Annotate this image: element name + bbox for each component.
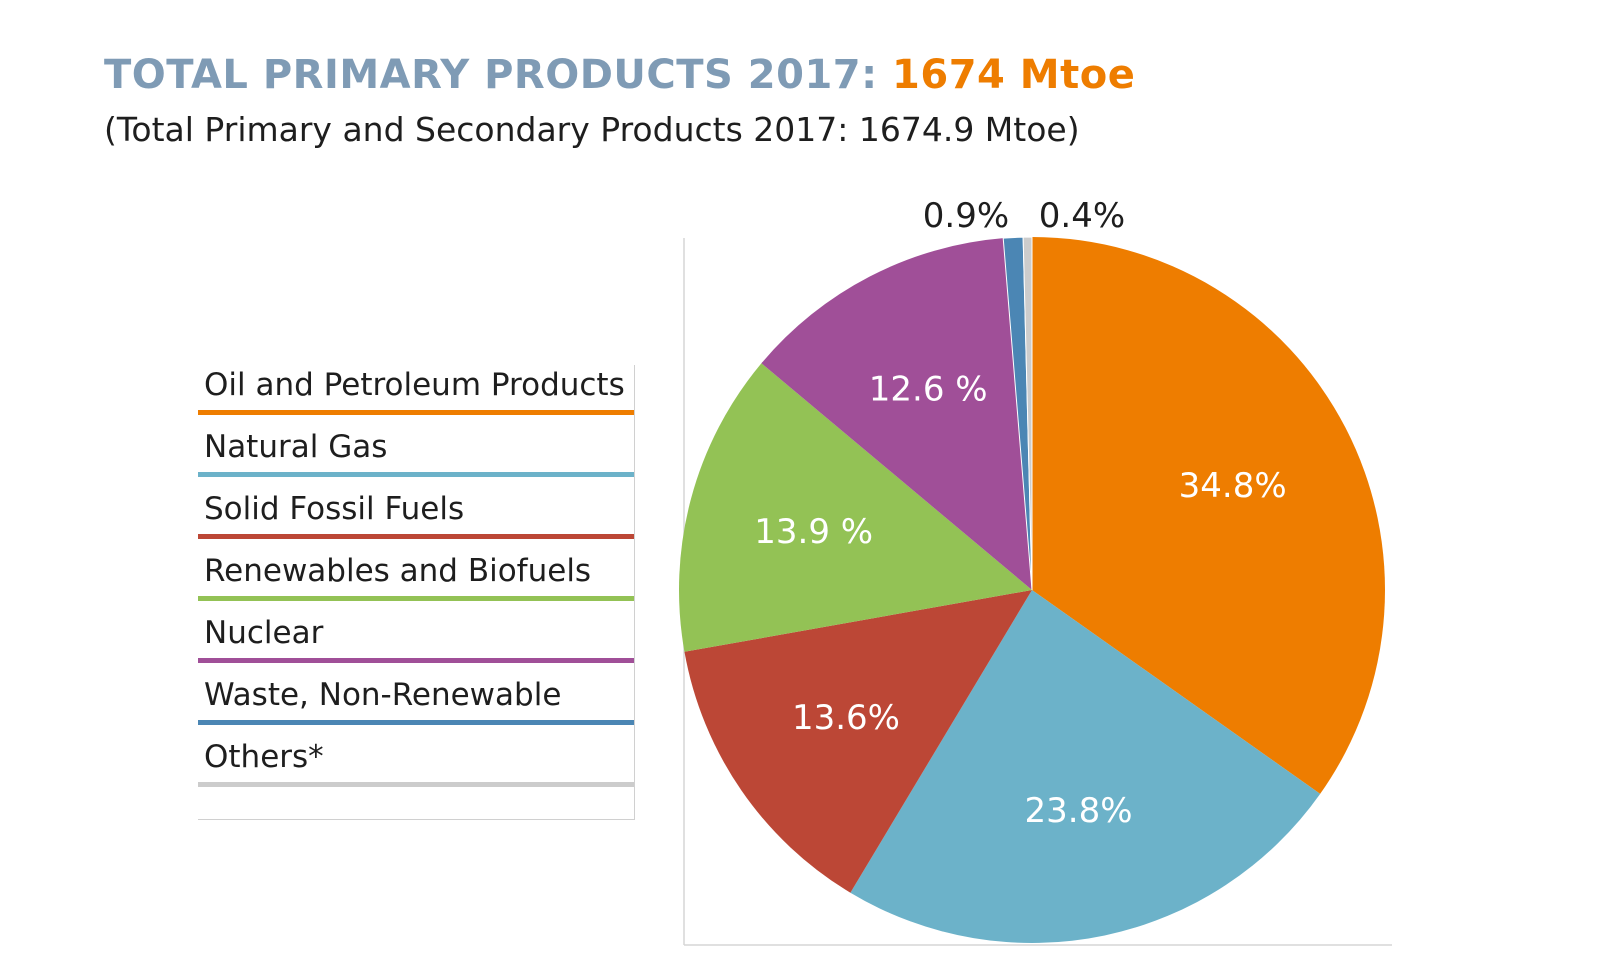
pie-slice-gas: [850, 590, 1321, 944]
legend-entry-others: Others*: [198, 737, 634, 787]
legend-swatch-gas: [198, 472, 634, 477]
legend-label-oil: Oil and Petroleum Products: [204, 367, 625, 403]
legend-entry-oil: Oil and Petroleum Products: [198, 365, 634, 415]
pie-slice-others: [1022, 236, 1033, 591]
pie-label-gas: 23.8%: [1025, 791, 1133, 831]
legend-entry-waste: Waste, Non-Renewable: [198, 675, 634, 725]
pie-label-solid: 13.6%: [792, 698, 900, 738]
legend-swatch-renewables: [198, 596, 634, 601]
pie-label-oil: 34.8%: [1179, 466, 1287, 506]
legend-label-nuclear: Nuclear: [204, 615, 324, 651]
pie-label-nuclear: 12.6 %: [869, 369, 988, 409]
pie-slice-renewables: [678, 363, 1032, 652]
pie-label-waste: 0.9%: [923, 196, 1009, 236]
chart-title: TOTAL PRIMARY PRODUCTS 2017: 1674 Mtoe: [104, 52, 1135, 98]
pie-slice-solid: [684, 590, 1032, 893]
legend-swatch-solid: [198, 534, 634, 539]
pie-slice-nuclear: [761, 238, 1032, 590]
legend-swatch-others: [198, 782, 634, 787]
legend: Oil and Petroleum Products Natural Gas S…: [198, 365, 635, 820]
legend-entry-renewables: Renewables and Biofuels: [198, 551, 634, 601]
legend-label-gas: Natural Gas: [204, 429, 388, 465]
legend-entry-gas: Natural Gas: [198, 427, 634, 477]
chart-title-value: 1674 Mtoe: [892, 52, 1136, 98]
legend-entry-solid: Solid Fossil Fuels: [198, 489, 634, 539]
pie-slice-oil: [1032, 237, 1385, 794]
legend-entry-nuclear: Nuclear: [198, 613, 634, 663]
chart-title-prefix: TOTAL PRIMARY PRODUCTS 2017:: [104, 52, 878, 98]
legend-swatch-oil: [198, 410, 634, 415]
legend-label-renewables: Renewables and Biofuels: [204, 553, 592, 589]
pie-label-others: 0.4%: [1039, 196, 1125, 236]
legend-swatch-waste: [198, 720, 634, 725]
legend-swatch-nuclear: [198, 658, 634, 663]
legend-label-waste: Waste, Non-Renewable: [204, 677, 562, 713]
pie-label-renewables: 13.9 %: [754, 512, 873, 552]
legend-label-solid: Solid Fossil Fuels: [204, 491, 465, 527]
chart-subtitle: (Total Primary and Secondary Products 20…: [104, 110, 1080, 149]
legend-label-others: Others*: [204, 739, 324, 775]
